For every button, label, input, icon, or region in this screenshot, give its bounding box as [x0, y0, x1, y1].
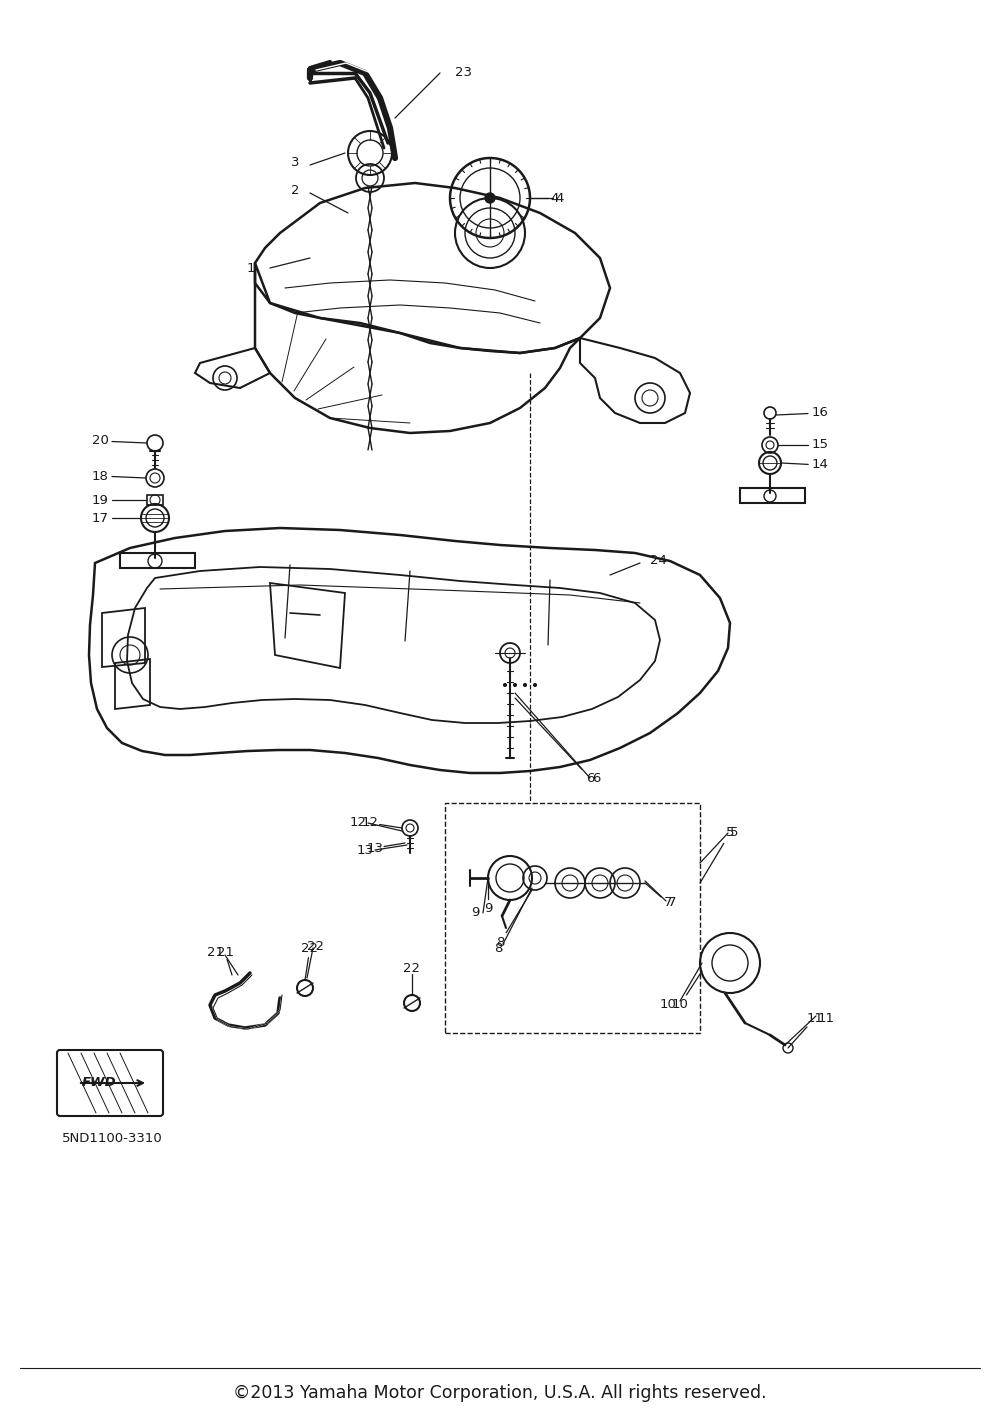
Text: 9: 9 — [484, 902, 492, 915]
Text: 22: 22 — [307, 939, 324, 952]
Text: 10: 10 — [672, 999, 688, 1012]
Text: 6: 6 — [586, 771, 594, 784]
Text: ©2013 Yamaha Motor Corporation, U.S.A. All rights reserved.: ©2013 Yamaha Motor Corporation, U.S.A. A… — [233, 1385, 767, 1402]
Text: 5ND1100-3310: 5ND1100-3310 — [62, 1131, 163, 1144]
Circle shape — [534, 683, 536, 686]
Bar — [445, 803, 700, 1033]
Circle shape — [514, 683, 516, 686]
Text: 8: 8 — [494, 942, 502, 955]
Text: 7: 7 — [668, 896, 676, 909]
Text: 4: 4 — [551, 192, 559, 205]
Text: 15: 15 — [812, 438, 828, 451]
Text: 5: 5 — [726, 827, 734, 840]
Text: 7: 7 — [664, 896, 672, 909]
Text: 24: 24 — [650, 555, 667, 568]
Text: 9: 9 — [471, 906, 479, 919]
Text: 6: 6 — [592, 771, 600, 784]
Circle shape — [524, 683, 526, 686]
Text: 11: 11 — [806, 1012, 824, 1025]
Circle shape — [504, 683, 507, 686]
Text: 13: 13 — [366, 841, 384, 854]
Text: 18: 18 — [92, 470, 108, 482]
Text: 5: 5 — [730, 827, 738, 840]
Text: 22: 22 — [302, 942, 318, 955]
Text: 12: 12 — [362, 817, 378, 830]
Text: 21: 21 — [207, 946, 224, 959]
Text: 14: 14 — [812, 458, 828, 471]
Text: 16: 16 — [812, 407, 828, 420]
Text: 13: 13 — [356, 844, 374, 857]
Text: 4: 4 — [555, 192, 563, 205]
Text: FWD: FWD — [82, 1076, 117, 1089]
Text: 1: 1 — [246, 262, 255, 275]
Text: 11: 11 — [818, 1012, 835, 1025]
Text: 3: 3 — [291, 157, 299, 169]
Text: 23: 23 — [455, 67, 472, 80]
Circle shape — [485, 194, 495, 203]
Text: 12: 12 — [350, 817, 366, 830]
Text: 8: 8 — [496, 936, 504, 949]
Text: 21: 21 — [216, 946, 234, 959]
Text: 20: 20 — [92, 434, 108, 447]
Text: 10: 10 — [660, 999, 676, 1012]
Text: 22: 22 — [404, 962, 420, 975]
Text: 19: 19 — [92, 494, 108, 507]
Text: 2: 2 — [291, 185, 299, 198]
Text: 17: 17 — [92, 511, 108, 525]
